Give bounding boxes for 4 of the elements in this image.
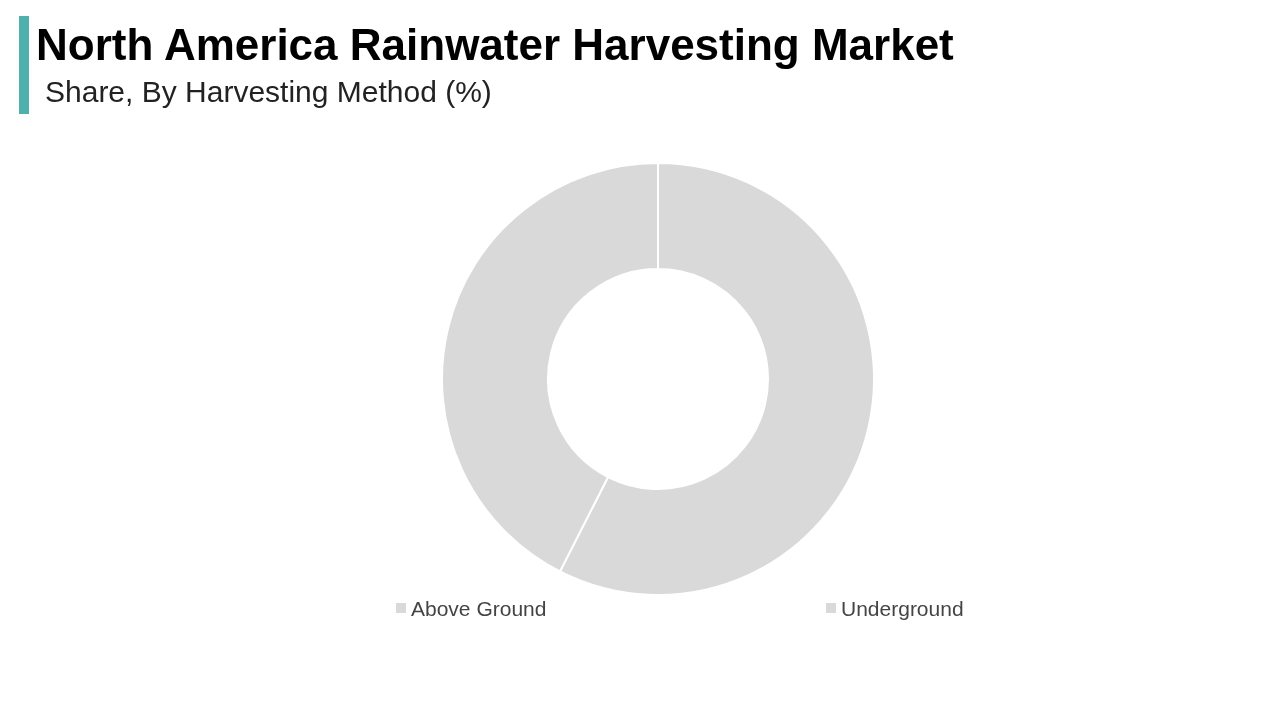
legend-label: Above Ground — [411, 597, 547, 620]
legend-label: Underground — [841, 597, 964, 620]
chart-subtitle: Share, By Harvesting Method (%) — [45, 75, 492, 108]
chart-title: North America Rainwater Harvesting Market — [36, 20, 955, 69]
